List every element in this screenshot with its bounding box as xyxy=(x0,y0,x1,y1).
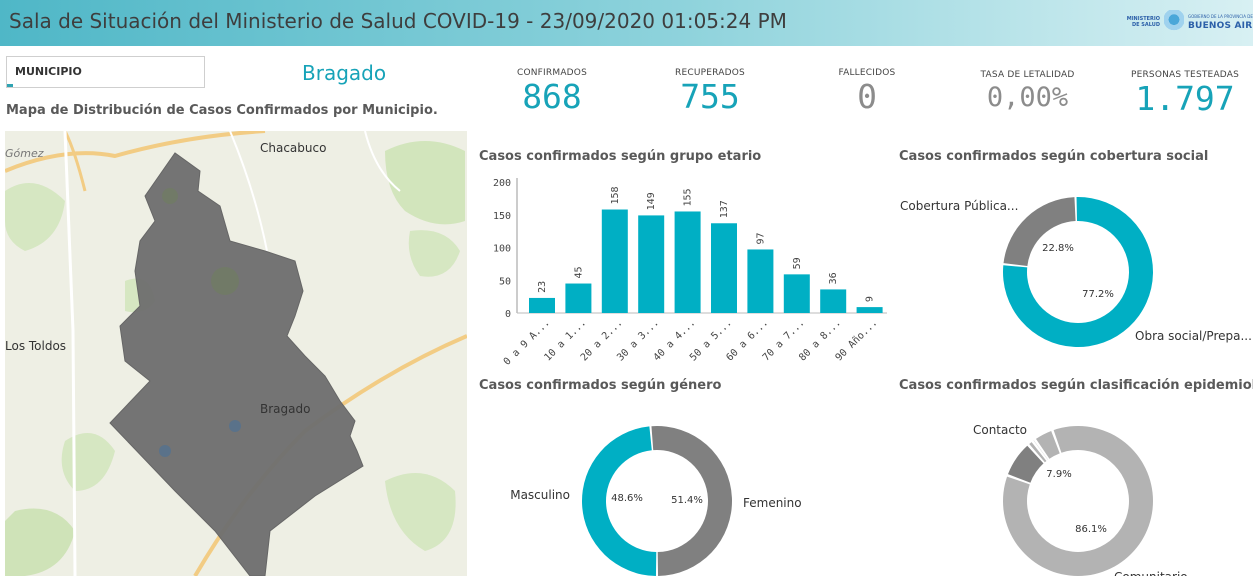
map-label-bragado: Bragado xyxy=(260,402,311,416)
logo-government-text: GOBIERNO DE LA PROVINCIA DE xyxy=(1188,14,1253,19)
kpi-confirmados-label: CONFIRMADOS xyxy=(516,68,588,78)
kpi-confirmados: CONFIRMADOS 868 xyxy=(492,68,612,116)
age-chart-title: Casos confirmados según grupo etario xyxy=(479,149,762,164)
age-bar[interactable] xyxy=(856,307,883,313)
gender-chart-title: Casos confirmados según género xyxy=(479,378,722,393)
province-emblem-icon xyxy=(1164,10,1184,34)
y-tick-label: 50 xyxy=(499,276,511,287)
kpi-recuperados-value: 755 xyxy=(680,77,740,116)
age-bar[interactable] xyxy=(820,289,847,313)
donut-slice[interactable] xyxy=(1035,430,1060,459)
map-title: Mapa de Distribución de Casos Confirmado… xyxy=(6,103,438,118)
bar-value-label: 158 xyxy=(610,186,621,204)
selected-municipio: Bragado xyxy=(302,61,387,85)
donut-pct-label: 77.2% xyxy=(1082,289,1114,300)
map-label-los-toldos: Los Toldos xyxy=(5,339,67,353)
donut-slice-label: Obra social/Prepa... xyxy=(1135,329,1252,343)
donut-slice[interactable] xyxy=(582,426,657,576)
age-bar[interactable] xyxy=(711,223,737,313)
municipio-filter-label: MUNICIPIO xyxy=(15,65,82,78)
age-bar[interactable] xyxy=(529,297,555,313)
donut-slice[interactable] xyxy=(1003,197,1076,266)
map-label-chacabuco: Chacabuco xyxy=(260,141,327,155)
filter-selection-indicator xyxy=(7,84,13,87)
ministry-logo: MINISTERIO DE SALUD GOBIERNO DE LA PROVI… xyxy=(1120,8,1253,38)
kpi-fallecidos-label: FALLECIDOS xyxy=(838,68,896,78)
age-bar[interactable] xyxy=(674,211,701,313)
y-tick-label: 150 xyxy=(493,211,511,222)
donut-slice-label: Contacto xyxy=(973,423,1027,437)
bar-value-label: 155 xyxy=(683,188,694,206)
donut-slice[interactable] xyxy=(651,426,732,576)
age-bar[interactable] xyxy=(747,249,774,313)
age-bar[interactable] xyxy=(638,215,665,313)
bragado-region xyxy=(109,152,364,576)
kpi-personas-testeadas-value: 1.797 xyxy=(1135,79,1235,118)
donut-slice[interactable] xyxy=(1003,197,1153,347)
donut-pct-label: 48.6% xyxy=(611,493,643,504)
kpi-personas-testeadas: PERSONAS TESTEADAS 1.797 xyxy=(1115,70,1253,118)
kpi-fallecidos-value: 0 xyxy=(857,77,877,116)
municipio-map[interactable]: Gómez Chacabuco Los Toldos Bragado xyxy=(5,131,467,576)
donut-pct-label: 51.4% xyxy=(671,495,703,506)
age-bar[interactable] xyxy=(565,283,592,313)
kpi-tasa-letalidad: TASA DE LETALIDAD 0,00% xyxy=(960,70,1095,116)
donut-slice-label: Femenino xyxy=(743,496,802,510)
epi-donut-chart[interactable]: Contacto 7.9% Comunitario 86.1% xyxy=(895,395,1253,576)
kpi-recuperados: RECUPERADOS 755 xyxy=(650,68,770,116)
kpi-fallecidos: FALLECIDOS 0 xyxy=(807,68,927,116)
kpi-personas-testeadas-label: PERSONAS TESTEADAS xyxy=(1130,70,1240,80)
y-tick-label: 0 xyxy=(505,309,511,320)
donut-slice-label: Masculino xyxy=(510,488,570,502)
map-canvas xyxy=(5,131,467,576)
gender-donut-chart[interactable]: Masculino 48.6% Femenino 51.4% xyxy=(475,395,895,576)
y-tick-label: 100 xyxy=(493,244,511,255)
donut-slice[interactable] xyxy=(1029,442,1047,463)
kpi-tasa-letalidad-label: TASA DE LETALIDAD xyxy=(980,70,1075,80)
kpi-confirmados-value: 868 xyxy=(522,77,582,116)
x-category-label: 0 a 9 A... xyxy=(502,317,552,367)
donut-slice[interactable] xyxy=(1007,445,1044,483)
donut-pct-label: 22.8% xyxy=(1042,243,1074,254)
kpi-tasa-letalidad-value: 0,00% xyxy=(986,82,1069,113)
age-bar[interactable] xyxy=(783,274,810,313)
bar-value-label: 36 xyxy=(828,272,839,284)
kpi-recuperados-label: RECUPERADOS xyxy=(675,68,745,78)
donut-slice-label: Cobertura Pública... xyxy=(900,199,1018,213)
donut-pct-label: 86.1% xyxy=(1075,524,1107,535)
donut-slice[interactable] xyxy=(1003,426,1153,576)
map-label-gomez: Gómez xyxy=(5,147,44,160)
logo-province-text: BUENOS AIRES xyxy=(1188,21,1253,31)
bar-value-label: 23 xyxy=(537,281,548,293)
y-tick-label: 200 xyxy=(493,178,511,189)
coverage-donut-chart[interactable]: Cobertura Pública... 22.8% Obra social/Pre… xyxy=(895,170,1253,370)
coverage-chart-title: Casos confirmados según cobertura social xyxy=(899,149,1209,164)
bar-value-label: 45 xyxy=(573,266,584,278)
bar-value-label: 149 xyxy=(646,192,657,210)
donut-slice[interactable] xyxy=(1033,440,1048,460)
page-title: Sala de Situación del Ministerio de Salu… xyxy=(9,9,787,33)
bar-value-label: 59 xyxy=(792,257,803,269)
municipio-filter[interactable]: MUNICIPIO xyxy=(6,56,205,88)
bar-value-label: 9 xyxy=(865,296,876,302)
header-bar: Sala de Situación del Ministerio de Salu… xyxy=(0,0,1253,46)
bar-value-label: 137 xyxy=(719,200,730,218)
donut-pct-label: 7.9% xyxy=(1046,469,1071,480)
donut-slice-label: Comunitario xyxy=(1114,570,1188,576)
epi-chart-title: Casos confirmados según clasificación ep… xyxy=(899,378,1253,393)
bar-value-label: 97 xyxy=(755,232,766,244)
logo-ministry-text: MINISTERIO DE SALUD xyxy=(1126,16,1160,28)
age-bar[interactable] xyxy=(601,209,628,313)
